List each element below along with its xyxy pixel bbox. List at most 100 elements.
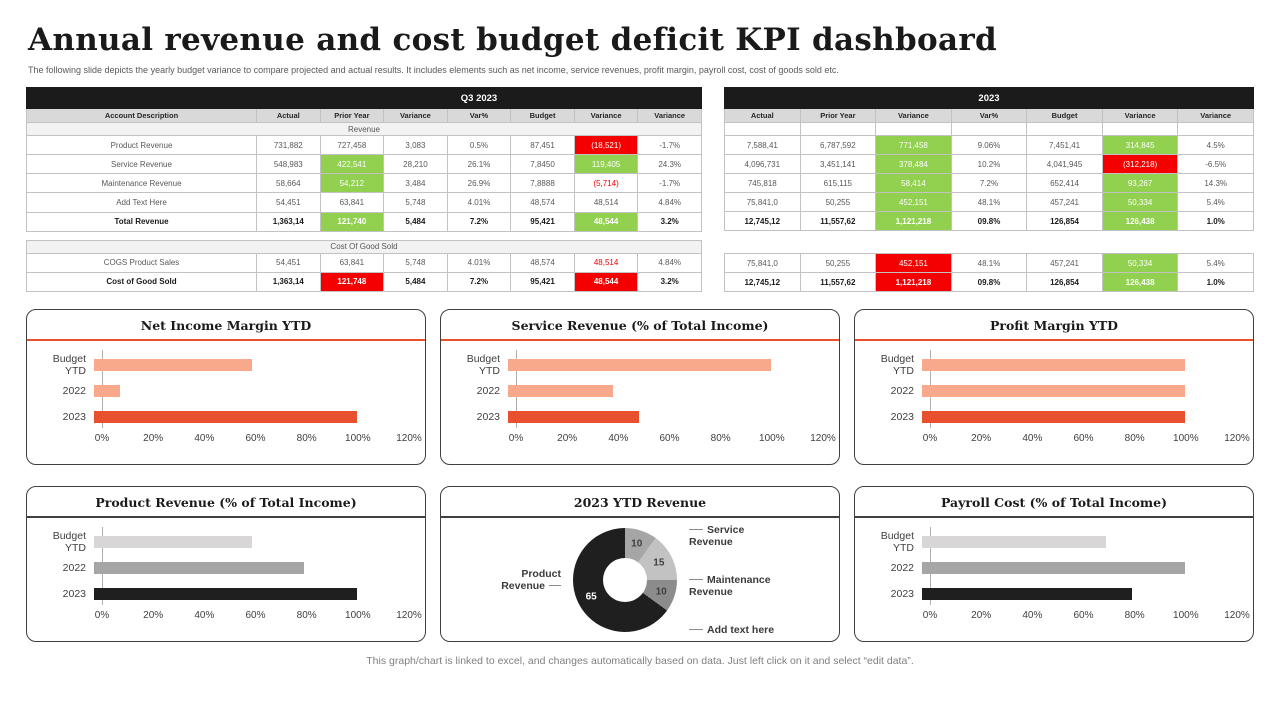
row-label: Product Revenue — [26, 135, 257, 156]
chart-body: Budget YTD 2022 2023 0% 20% 40% 60% 80% 100% 120% — [27, 341, 425, 451]
table-cell: 126,854 — [1026, 211, 1103, 231]
donut-series-label: Service Revenue — [689, 524, 785, 548]
table-cell: 126,854 — [1026, 272, 1103, 292]
axis-tick-label: 40% — [1022, 610, 1043, 621]
column-header: Variance — [573, 108, 639, 124]
axis-tick-label: 60% — [245, 610, 266, 621]
column-header: Actual — [256, 108, 321, 124]
axis-tick-label: 20% — [143, 433, 164, 444]
bar-track — [94, 385, 409, 397]
table-cell: 9.06% — [950, 135, 1028, 155]
column-header: Prior Year — [319, 108, 385, 124]
table-cell: 95,421 — [510, 271, 575, 293]
table-cell: 7,8888 — [510, 173, 575, 194]
payroll-cost-chart-card[interactable]: Payroll Cost (% of Total Income) Budget … — [854, 486, 1254, 642]
row-label: COGS Product Sales — [26, 252, 257, 273]
section-label: Cost Of Good Sold — [26, 239, 702, 254]
bar-row: Budget YTD — [863, 529, 1237, 555]
net-income-margin-chart-card[interactable]: Net Income Margin YTD Budget YTD 2022 2023… — [26, 309, 426, 465]
table-cell: 4.84% — [637, 192, 702, 213]
table-cell: 727,458 — [319, 135, 385, 156]
axis-tick-label: 80% — [710, 433, 731, 444]
bar-category-label: 2022 — [476, 385, 500, 397]
bar — [922, 536, 1106, 548]
table-row: 4,096,731 3,451,141 378,484 10.2% 4,041,945(… — [724, 154, 1254, 174]
donut-hole — [603, 558, 647, 602]
table-cell: 28,210 — [383, 154, 448, 175]
bar-row: 2023 — [863, 581, 1237, 607]
donut-series-label: Add text here — [689, 624, 785, 636]
table-cell: 50,255 — [799, 192, 877, 212]
axis-tick-label: 100% — [345, 610, 371, 621]
table-cell: 422,541 — [319, 154, 385, 175]
table-header-row: Account Description Actual Prior Year Varia… — [26, 108, 702, 124]
axis-tick-label: 60% — [1073, 433, 1094, 444]
table-cell: 87,451 — [510, 135, 575, 156]
title-underline — [855, 516, 1253, 518]
axis-tick-label: 60% — [245, 433, 266, 444]
axis-tick-label: 20% — [557, 433, 578, 444]
bar — [922, 385, 1185, 397]
title-underline — [27, 339, 425, 341]
x-axis: 0% 20% 40% 60% 80% 100% 120% — [95, 610, 422, 628]
bar-track — [94, 588, 409, 600]
bar-row: 2022 — [35, 378, 409, 404]
x-axis: 0% 20% 40% 60% 80% 100% 120% — [923, 433, 1250, 451]
chart-title: Payroll Cost (% of Total Income) — [940, 495, 1167, 510]
axis-tick-label: 100% — [345, 433, 371, 444]
product-revenue-chart-card[interactable]: Product Revenue (% of Total Income) Budg… — [26, 486, 426, 642]
bar-track — [508, 359, 823, 371]
blank-cell — [724, 122, 801, 136]
row-label: Add Text Here — [26, 192, 257, 213]
axis-tick-label: 100% — [1173, 433, 1199, 444]
budget-table-q3-2023[interactable]: Q3 2023 Account Description Actual Prior Ye… — [26, 86, 702, 293]
table-row: Maintenance Revenue 58,664 54,212 3,484 26.9… — [26, 173, 702, 194]
table-cell: 5,484 — [383, 271, 448, 293]
table-cell: 95,421 — [510, 211, 575, 232]
column-header: Variance — [1177, 108, 1254, 123]
table-row: Service Revenue 548,983 422,541 28,210 26.1%… — [26, 154, 702, 175]
column-header: Variance — [383, 108, 448, 124]
bar-plot-area: Budget YTD 2022 2023 — [27, 341, 425, 430]
table-cell: 548,983 — [256, 154, 321, 175]
column-header: Actual — [724, 108, 801, 123]
table-cell: 58,664 — [256, 173, 321, 194]
axis-tick-label: 80% — [1124, 433, 1145, 444]
column-header: Var% — [950, 108, 1028, 123]
row-label: Service Revenue — [26, 154, 257, 175]
table-cell: 7,8450 — [510, 154, 575, 175]
table-cell: 3.2% — [637, 211, 702, 232]
table-cell: 5,748 — [383, 192, 448, 213]
table-row: Cost of Good Sold 1,363,14 121,748 5,484 7.2… — [26, 271, 702, 293]
bar — [94, 536, 252, 548]
table-cell: 48.1% — [950, 253, 1028, 273]
blank-cell — [1101, 122, 1179, 136]
budget-table-2023[interactable]: 2023 Actual Prior Year Variance Var% Budget Va… — [724, 87, 1254, 292]
table-cell: 5.4% — [1177, 253, 1254, 273]
row-label: Total Revenue — [26, 211, 257, 232]
table-cell: (5,714) — [573, 173, 639, 194]
axis-tick-label: 0% — [94, 610, 110, 621]
axis-tick-label: 0% — [94, 433, 110, 444]
bar — [508, 385, 613, 397]
bar-plot-area: Budget YTD 2022 2023 — [27, 518, 425, 607]
chart-title: Profit Margin YTD — [989, 318, 1119, 333]
bar — [922, 588, 1132, 600]
ytd-revenue-donut-chart-card[interactable]: 2023 YTD Revenue Product Revenue 10 15 10 65… — [440, 486, 840, 642]
axis-tick-label: 0% — [508, 433, 524, 444]
chart-body: Budget YTD 2022 2023 0% 20% 40% 60% 80% 100% 120% — [855, 341, 1253, 451]
table-cell: 771,458 — [875, 135, 952, 155]
table-cell: 126,438 — [1101, 272, 1179, 292]
bar-category-label: 2023 — [476, 411, 500, 423]
table-cell: 7.2% — [446, 211, 512, 232]
table-cell: 09.8% — [950, 272, 1028, 292]
profit-margin-chart-card[interactable]: Profit Margin YTD Budget YTD 2022 2023 0% 20… — [854, 309, 1254, 465]
chart-title: Service Revenue (% of Total Income) — [511, 318, 769, 333]
bar-category-label: Budget YTD — [880, 530, 914, 554]
bar-track — [922, 562, 1237, 574]
service-revenue-chart-card[interactable]: Service Revenue (% of Total Income) Budg… — [440, 309, 840, 465]
bar-plot-area: Budget YTD 2022 2023 — [855, 341, 1253, 430]
bar-category-label: 2022 — [62, 385, 86, 397]
chart-title: Net Income Margin YTD — [140, 318, 312, 333]
column-header: Variance — [875, 108, 952, 123]
